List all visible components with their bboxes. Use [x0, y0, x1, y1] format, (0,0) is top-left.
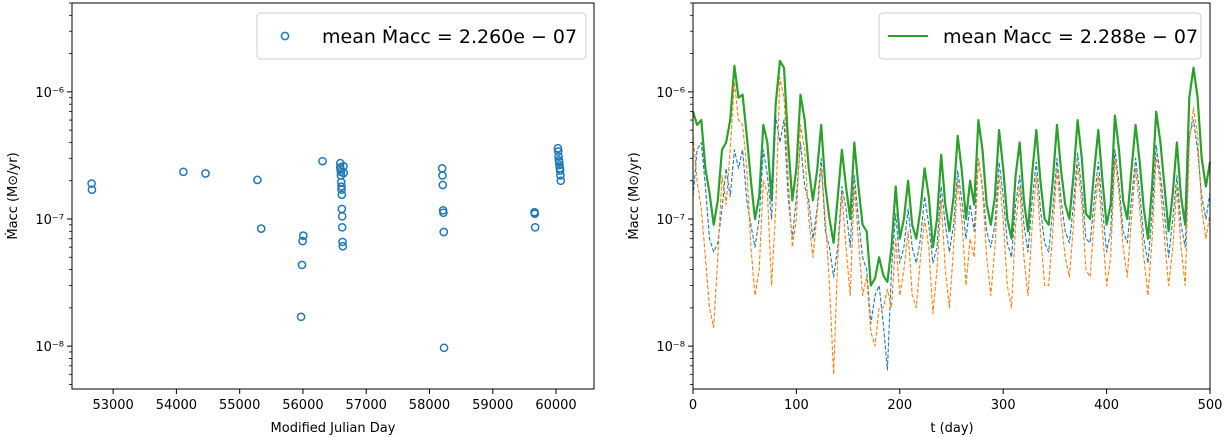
left-legend-marker	[280, 31, 290, 41]
left-x-tick-label: 58000	[409, 398, 450, 413]
right-chart-axes: 0 100 200 300 400 500 10⁻⁸ 10⁻⁷ 10⁻⁶	[656, 2, 1223, 413]
right-legend-box	[878, 12, 1202, 60]
scatter-point	[556, 176, 566, 186]
scatter-point	[555, 166, 565, 176]
left-x-tick-label: 54000	[156, 398, 197, 413]
scatter-point	[337, 185, 346, 195]
scatter-point	[337, 204, 347, 214]
scatter-point	[338, 241, 348, 251]
scatter-point	[298, 236, 307, 246]
left-chart-axes: 53000 54000 55000 56000 57000 58000 59000 60000…	[35, 2, 577, 413]
scatter-point	[439, 208, 448, 218]
left-x-axis-title: Modified Julian Day	[271, 421, 396, 436]
left-x-tick-label: 53000	[92, 398, 133, 413]
right-legend-label: mean Ṁacc = 2.288e − 07	[943, 25, 1198, 48]
scatter-point	[438, 171, 447, 180]
scatter-point	[439, 343, 449, 353]
left-legend-label: mean Ṁacc = 2.260e − 07	[322, 25, 577, 48]
left-y-tick-label: 10⁻⁶	[35, 86, 64, 101]
right-x-axis-title: t (day)	[930, 421, 973, 436]
scatter-point	[554, 157, 564, 167]
scatter-point	[87, 185, 97, 195]
right-legend: mean Ṁacc = 2.288e − 07	[878, 12, 1202, 60]
scatter-point	[438, 180, 448, 190]
scatter-point	[437, 164, 447, 173]
right-x-tick-label: 0	[689, 398, 697, 413]
scatter-point	[87, 179, 96, 188]
scatter-point	[553, 143, 563, 153]
scatter-point	[337, 182, 346, 191]
left-y-axis-title: Ṁacc (M⊙/yr)	[5, 152, 21, 239]
scatter-point	[553, 147, 563, 156]
left-x-tick-label: 59000	[472, 398, 513, 413]
left-chart-marks	[87, 143, 566, 353]
scatter-point	[338, 237, 347, 247]
scatter-point	[530, 222, 540, 232]
right-chart-marks	[691, 59, 1212, 375]
left-chart-panel: 53000 54000 55000 56000 57000 58000 59000 60000…	[5, 2, 595, 436]
left-y-tick-label: 10⁻⁸	[35, 340, 64, 355]
scatter-point	[555, 160, 564, 170]
left-x-tick-label: 56000	[282, 398, 323, 413]
left-legend-box	[256, 12, 587, 60]
scatter-point	[339, 168, 349, 178]
scatter-point	[253, 175, 262, 185]
scatter-point	[298, 231, 308, 240]
left-x-tick-label: 60000	[535, 398, 576, 413]
right-y-tick-label: 10⁻⁸	[656, 340, 685, 355]
left-plot-frame	[71, 2, 595, 390]
right-chart-panel: 0 100 200 300 400 500 10⁻⁸ 10⁻⁷ 10⁻⁶ t (day) Ṁac…	[626, 2, 1223, 436]
left-x-tick-label: 55000	[219, 398, 260, 413]
left-y-tick-label: 10⁻⁷	[35, 213, 64, 228]
right-x-tick-label: 400	[1094, 398, 1119, 413]
right-y-axis-title: Ṁacc (M⊙/yr)	[626, 152, 642, 239]
scatter-point	[318, 156, 327, 166]
total-accretion-line	[691, 59, 1212, 287]
scatter-point	[179, 167, 188, 177]
scatter-point	[296, 312, 306, 322]
scatter-point	[439, 227, 449, 237]
scatter-point	[530, 209, 540, 219]
scatter-point	[201, 169, 210, 178]
left-legend: mean Ṁacc = 2.260e − 07	[256, 12, 587, 60]
scatter-point	[337, 190, 347, 200]
scatter-point	[297, 260, 307, 270]
scatter-point	[337, 222, 347, 232]
right-x-tick-label: 100	[784, 398, 809, 413]
right-x-tick-label: 200	[887, 398, 912, 413]
right-y-tick-label: 10⁻⁶	[656, 86, 685, 101]
left-x-tick-label: 57000	[346, 398, 387, 413]
scatter-point	[554, 152, 563, 161]
scatter-point	[556, 171, 565, 180]
scatter-point	[337, 211, 347, 221]
component-line-2	[692, 76, 1211, 375]
right-x-tick-label: 500	[1198, 398, 1223, 413]
component-line-1	[692, 115, 1211, 371]
right-x-tick-label: 300	[991, 398, 1016, 413]
scatter-point	[256, 224, 266, 233]
right-y-tick-label: 10⁻⁷	[656, 213, 685, 228]
right-plot-frame	[692, 2, 1211, 390]
